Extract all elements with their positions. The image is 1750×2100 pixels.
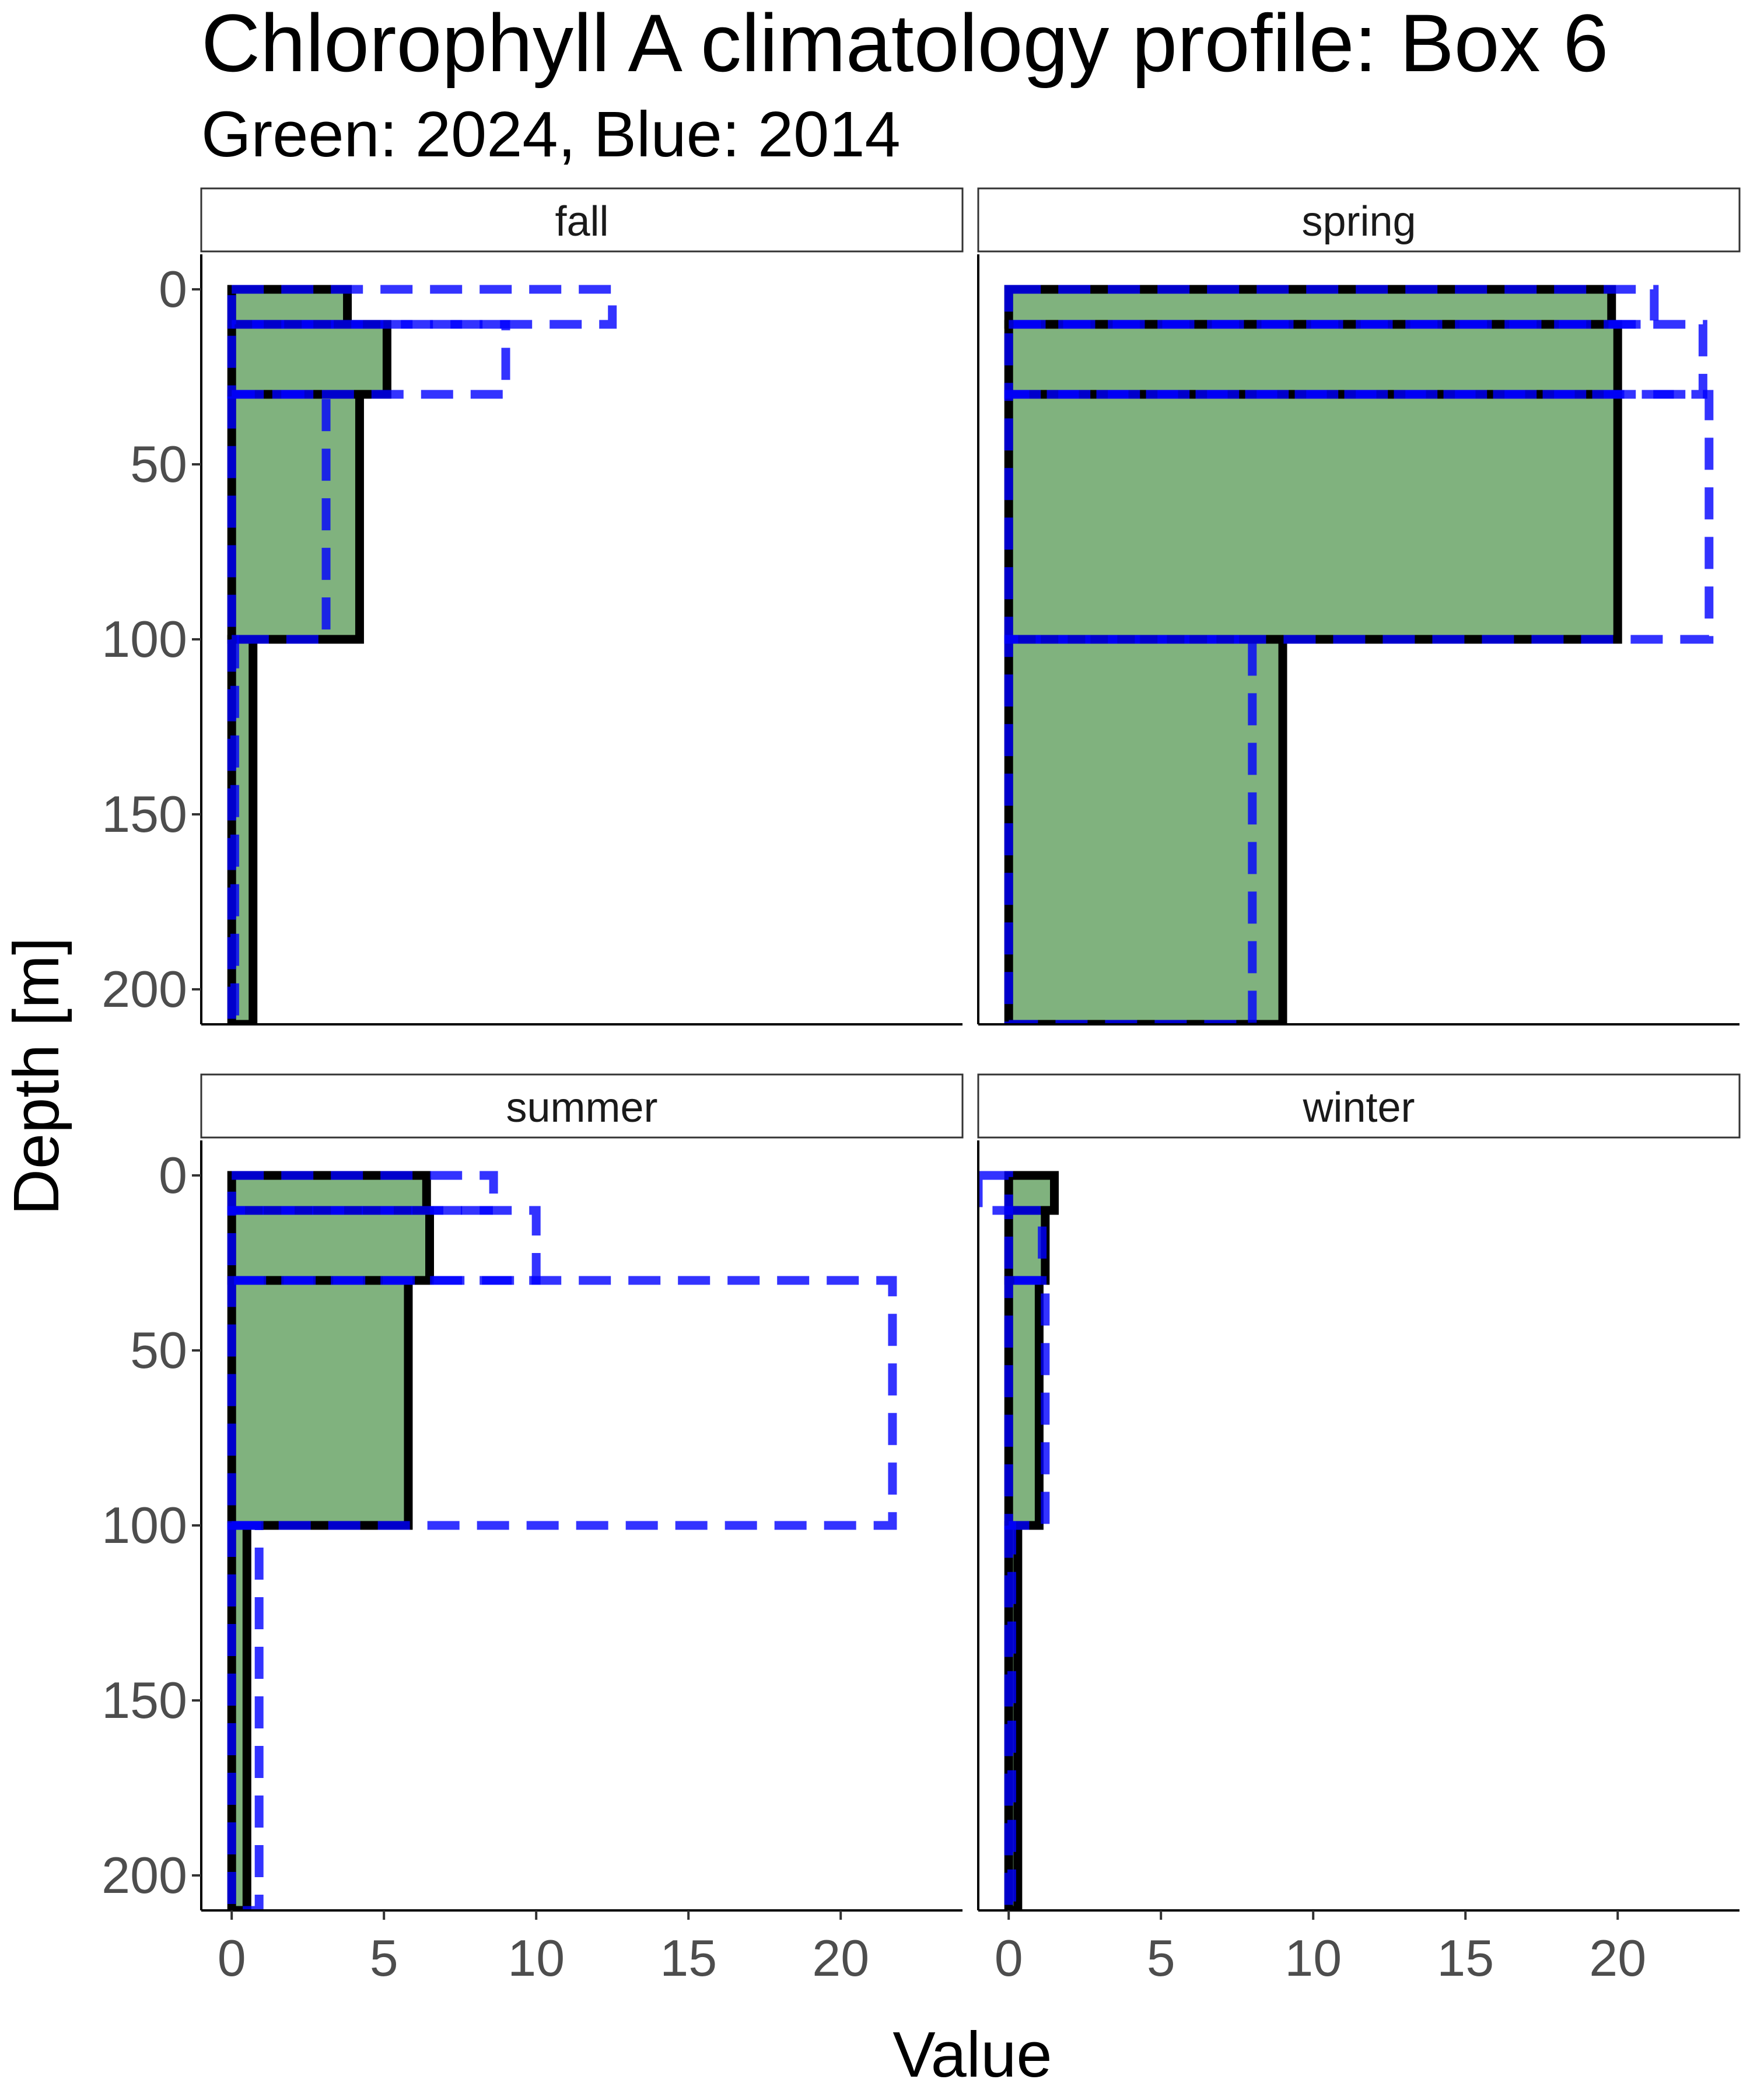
bar-2014 — [227, 390, 331, 644]
bar-2024 — [1004, 390, 1622, 644]
y-tick-label: 150 — [102, 1671, 187, 1729]
bar-2014 — [227, 635, 239, 1024]
bar-2014 — [1004, 1521, 1016, 1910]
facet-strip — [977, 1073, 1741, 1139]
bar-2014 — [978, 1171, 1013, 1215]
x-tick-label: 20 — [812, 1929, 869, 1987]
bar-2024 — [1004, 320, 1622, 399]
y-tick-label: 50 — [130, 1321, 187, 1379]
y-tick-label: 200 — [102, 1846, 187, 1904]
facet-strip — [977, 187, 1741, 253]
bar-2024 — [227, 390, 364, 644]
y-tick-label: 100 — [102, 1496, 187, 1554]
y-tick-label: 150 — [102, 785, 187, 843]
x-tick-label: 15 — [1437, 1929, 1494, 1987]
bar-2024 — [1004, 1276, 1044, 1530]
plot-area — [227, 1171, 897, 1910]
bar-2014 — [1004, 1276, 1050, 1530]
panel-winter: winter 0 5 10 15 20 — [977, 1073, 1741, 1987]
bar-2024 — [227, 1206, 434, 1285]
bar-2024 — [227, 1276, 413, 1530]
x-tick-label: 15 — [660, 1929, 717, 1987]
panel-fall: fall 0 50 100 150 200 — [102, 187, 964, 1026]
x-tick-label: 20 — [1589, 1929, 1646, 1987]
facet-label: fall — [555, 198, 608, 245]
x-tick-label: 0 — [218, 1929, 246, 1987]
bar-2024 — [227, 1171, 431, 1215]
bar-2014 — [1004, 635, 1257, 1024]
x-tick-label: 10 — [508, 1929, 565, 1987]
y-tick-label: 200 — [102, 960, 187, 1018]
bar-2024 — [227, 285, 352, 329]
chart-subtitle: Green: 2024, Blue: 2014 — [201, 99, 901, 170]
bar-2014 — [227, 285, 617, 329]
y-axis-title: Depth [m] — [1, 937, 72, 1216]
facet-label: spring — [1301, 198, 1416, 245]
facet-label: summer — [506, 1084, 657, 1131]
bar-2024 — [1004, 635, 1287, 1024]
y-tick-label: 0 — [159, 1146, 187, 1204]
x-tick-label: 5 — [1147, 1929, 1175, 1987]
bar-2024 — [227, 320, 391, 399]
chart-title: Chlorophyll A climatology profile: Box 6 — [201, 0, 1608, 89]
y-tick-label: 100 — [102, 610, 187, 668]
x-tick-label: 10 — [1284, 1929, 1342, 1987]
y-tick-label: 50 — [130, 435, 187, 493]
bar-2024 — [1004, 285, 1616, 329]
panel-summer: summer 0 50 100 150 200 0 5 10 15 20 — [102, 1073, 964, 1987]
facet-label: winter — [1302, 1084, 1415, 1131]
facet-panels: fall050100150200springsummer050100150200… — [102, 187, 1741, 1987]
facet-strip — [200, 1073, 964, 1139]
y-tick-label: 0 — [159, 260, 187, 318]
plot-area — [1004, 285, 1714, 1024]
bar-2014 — [227, 1521, 264, 1910]
bar-2014 — [1004, 390, 1714, 644]
panel-spring: spring — [977, 187, 1741, 1026]
facet-strip — [200, 187, 964, 253]
bar-2014 — [227, 320, 510, 399]
plot-area — [227, 285, 617, 1024]
bar-2014 — [227, 1276, 897, 1530]
x-tick-label: 5 — [370, 1929, 398, 1987]
plot-area — [978, 1171, 1059, 1910]
bar-2024 — [1004, 1171, 1059, 1215]
x-axis-title: Value — [892, 2019, 1052, 2091]
x-tick-label: 0 — [995, 1929, 1023, 1987]
